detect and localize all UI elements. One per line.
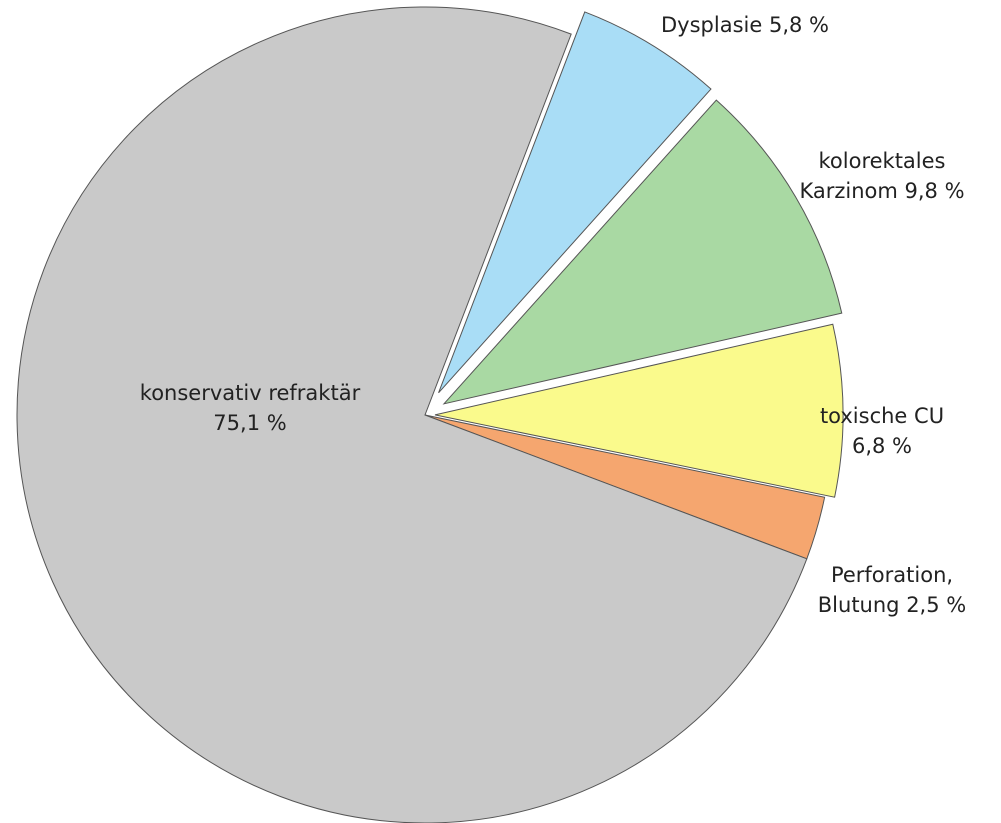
value-label: 75,1 % [213, 411, 287, 435]
category-label: toxische CU [819, 404, 945, 428]
category-label: Dysplasie [661, 13, 763, 37]
pie-slice [434, 323, 844, 498]
pie-slice [438, 11, 712, 394]
category-label: kolorektales Karzinom [799, 149, 946, 203]
value-label: 9,8 % [904, 179, 965, 203]
value-label: 5,8 % [768, 13, 829, 37]
pie-slice [442, 99, 843, 405]
slice-label: kolorektales Karzinom 9,8 % [795, 146, 970, 206]
category-label: Perforation, Blutung [817, 563, 954, 617]
slice-label: konservativ refraktär 75,1 % [130, 378, 370, 438]
category-label: konservativ refraktär [139, 381, 361, 405]
value-label: 2,5 % [906, 593, 967, 617]
slice-label: Perforation, Blutung 2,5 % [805, 560, 980, 620]
value-label: 6,8 % [851, 434, 913, 458]
slice-label: Dysplasie 5,8 % [595, 10, 895, 40]
slice-label: toxische CU 6,8 % [795, 401, 970, 461]
pie-slice [16, 6, 808, 823]
